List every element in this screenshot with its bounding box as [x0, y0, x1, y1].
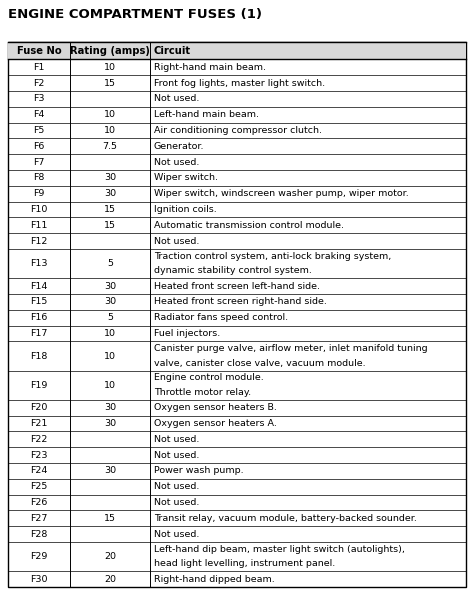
Text: 10: 10	[104, 126, 116, 135]
Text: Not used.: Not used.	[154, 498, 200, 507]
Text: Air conditioning compressor clutch.: Air conditioning compressor clutch.	[154, 126, 322, 135]
Text: 7.5: 7.5	[102, 142, 118, 151]
Text: 15: 15	[104, 79, 116, 87]
Text: Oxygen sensor heaters B.: Oxygen sensor heaters B.	[154, 403, 277, 412]
Text: F26: F26	[30, 498, 47, 507]
Text: 15: 15	[104, 514, 116, 523]
Text: ENGINE COMPARTMENT FUSES (1): ENGINE COMPARTMENT FUSES (1)	[8, 8, 262, 21]
Text: Heated front screen right-hand side.: Heated front screen right-hand side.	[154, 298, 327, 306]
Text: F25: F25	[30, 482, 47, 491]
Text: head light levelling, instrument panel.: head light levelling, instrument panel.	[154, 559, 335, 568]
Text: F18: F18	[30, 352, 47, 361]
Text: Power wash pump.: Power wash pump.	[154, 466, 244, 475]
Text: F15: F15	[30, 298, 47, 306]
Text: Engine control module.: Engine control module.	[154, 374, 264, 383]
Text: F28: F28	[30, 530, 47, 538]
Text: F10: F10	[30, 205, 47, 214]
Text: 5: 5	[107, 259, 113, 268]
Text: F5: F5	[33, 126, 45, 135]
Text: Not used.: Not used.	[154, 95, 200, 104]
Text: 5: 5	[107, 313, 113, 322]
Text: Wiper switch.: Wiper switch.	[154, 173, 218, 183]
Text: F30: F30	[30, 575, 48, 584]
Text: Ignition coils.: Ignition coils.	[154, 205, 217, 214]
Text: 30: 30	[104, 419, 116, 428]
Text: 30: 30	[104, 173, 116, 183]
Text: F6: F6	[33, 142, 45, 151]
Text: F7: F7	[33, 158, 45, 167]
Text: Not used.: Not used.	[154, 530, 200, 538]
Text: F17: F17	[30, 329, 47, 338]
Text: 30: 30	[104, 189, 116, 198]
Text: F8: F8	[33, 173, 45, 183]
Text: F4: F4	[33, 110, 45, 119]
Text: Not used.: Not used.	[154, 158, 200, 167]
Text: Rating (amps): Rating (amps)	[70, 46, 150, 56]
Text: F2: F2	[33, 79, 45, 87]
Text: Fuel injectors.: Fuel injectors.	[154, 329, 220, 338]
Text: 15: 15	[104, 221, 116, 230]
Text: Not used.: Not used.	[154, 237, 200, 246]
Text: Right-hand main beam.: Right-hand main beam.	[154, 63, 266, 72]
Text: F1: F1	[33, 63, 45, 72]
Text: valve, canister close valve, vacuum module.: valve, canister close valve, vacuum modu…	[154, 359, 365, 368]
Text: Not used.: Not used.	[154, 435, 200, 444]
Text: Fuse No: Fuse No	[17, 46, 61, 56]
Text: 20: 20	[104, 552, 116, 561]
Text: 10: 10	[104, 329, 116, 338]
Text: 10: 10	[104, 63, 116, 72]
Text: Wiper switch, windscreen washer pump, wiper motor.: Wiper switch, windscreen washer pump, wi…	[154, 189, 409, 198]
Text: 30: 30	[104, 403, 116, 412]
Text: 15: 15	[104, 205, 116, 214]
Text: Generator.: Generator.	[154, 142, 204, 151]
Text: Not used.: Not used.	[154, 482, 200, 491]
Text: 10: 10	[104, 110, 116, 119]
Text: Circuit: Circuit	[154, 46, 191, 56]
Text: F12: F12	[30, 237, 47, 246]
Text: Traction control system, anti-lock braking system,: Traction control system, anti-lock braki…	[154, 252, 391, 261]
Text: 10: 10	[104, 352, 116, 361]
Text: F11: F11	[30, 221, 47, 230]
Text: Radiator fans speed control.: Radiator fans speed control.	[154, 313, 288, 322]
Text: dynamic stability control system.: dynamic stability control system.	[154, 267, 312, 275]
Text: Left-hand main beam.: Left-hand main beam.	[154, 110, 259, 119]
Text: Automatic transmission control module.: Automatic transmission control module.	[154, 221, 344, 230]
Text: F20: F20	[30, 403, 47, 412]
Text: Throttle motor relay.: Throttle motor relay.	[154, 388, 251, 397]
Bar	[8, 42, 466, 60]
Text: 30: 30	[104, 466, 116, 475]
Text: F16: F16	[30, 313, 47, 322]
Text: F21: F21	[30, 419, 47, 428]
Text: F27: F27	[30, 514, 47, 523]
Text: Right-hand dipped beam.: Right-hand dipped beam.	[154, 575, 275, 584]
Text: Heated front screen left-hand side.: Heated front screen left-hand side.	[154, 281, 320, 290]
Text: 30: 30	[104, 281, 116, 290]
Text: F9: F9	[33, 189, 45, 198]
Text: 10: 10	[104, 381, 116, 390]
Text: Left-hand dip beam, master light switch (autolights),: Left-hand dip beam, master light switch …	[154, 545, 405, 554]
Text: Not used.: Not used.	[154, 450, 200, 459]
Text: F14: F14	[30, 281, 47, 290]
Text: F19: F19	[30, 381, 47, 390]
Text: F24: F24	[30, 466, 47, 475]
Text: Canister purge valve, airflow meter, inlet manifold tuning: Canister purge valve, airflow meter, inl…	[154, 345, 428, 353]
Text: F23: F23	[30, 450, 48, 459]
Text: 20: 20	[104, 575, 116, 584]
Text: Front fog lights, master light switch.: Front fog lights, master light switch.	[154, 79, 325, 87]
Text: Transit relay, vacuum module, battery-backed sounder.: Transit relay, vacuum module, battery-ba…	[154, 514, 417, 523]
Text: 30: 30	[104, 298, 116, 306]
Text: Oxygen sensor heaters A.: Oxygen sensor heaters A.	[154, 419, 277, 428]
Text: F22: F22	[30, 435, 47, 444]
Text: F13: F13	[30, 259, 48, 268]
Text: F29: F29	[30, 552, 47, 561]
Text: F3: F3	[33, 95, 45, 104]
